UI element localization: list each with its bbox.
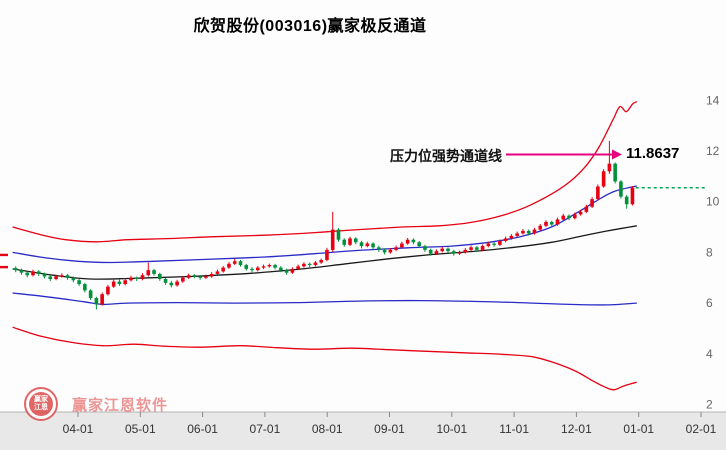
brand-logo-icon: 赢家 江恩	[24, 387, 58, 421]
y-axis: 2 4 6 8 10 12 14	[706, 93, 720, 411]
chart-title: 欣贺股份(003016)赢家极反通道	[193, 18, 427, 35]
svg-text:11-01: 11-01	[499, 422, 529, 436]
logo-text-top: 赢家	[34, 396, 48, 403]
channel-lines	[12, 101, 638, 391]
svg-text:01-01: 01-01	[623, 422, 654, 436]
left-edge-markers	[0, 253, 8, 269]
svg-text:04-01: 04-01	[63, 422, 94, 436]
svg-text:07-01: 07-01	[250, 422, 281, 436]
svg-text:10-01: 10-01	[436, 422, 467, 436]
svg-text:2: 2	[706, 398, 713, 412]
svg-text:4: 4	[706, 347, 713, 361]
svg-text:08-01: 08-01	[312, 422, 343, 436]
candles	[13, 140, 635, 310]
life-line-black	[12, 225, 637, 280]
logo-text-bottom: 江恩	[34, 404, 48, 411]
pressure-arrow-icon	[506, 149, 622, 160]
svg-text:6: 6	[706, 296, 713, 310]
lower-rail-red	[12, 326, 637, 391]
svg-text:02-01: 02-01	[686, 422, 717, 436]
pressure-line-value: 11.8637	[626, 145, 680, 162]
lower-inner-blue	[12, 292, 637, 306]
svg-text:06-01: 06-01	[187, 422, 218, 436]
svg-text:14: 14	[706, 93, 720, 107]
svg-text:8: 8	[706, 245, 713, 259]
x-axis: 04-01 05-01 06-01 07-01 08-01 09-01 10-01 11-01…	[0, 411, 726, 450]
pressure-line-label: 压力位强势通道线	[390, 148, 502, 164]
svg-text:10: 10	[706, 195, 720, 209]
watermark-text: 赢家江恩软件	[72, 396, 169, 414]
upper-rail-red	[12, 101, 638, 243]
upper-inner-blue	[12, 185, 637, 264]
svg-text:12-01: 12-01	[561, 422, 592, 436]
watermark: 赢家 江恩 赢家江恩软件	[24, 387, 168, 421]
svg-text:09-01: 09-01	[374, 422, 405, 436]
svg-text:12: 12	[706, 144, 720, 158]
svg-text:05-01: 05-01	[125, 422, 156, 436]
